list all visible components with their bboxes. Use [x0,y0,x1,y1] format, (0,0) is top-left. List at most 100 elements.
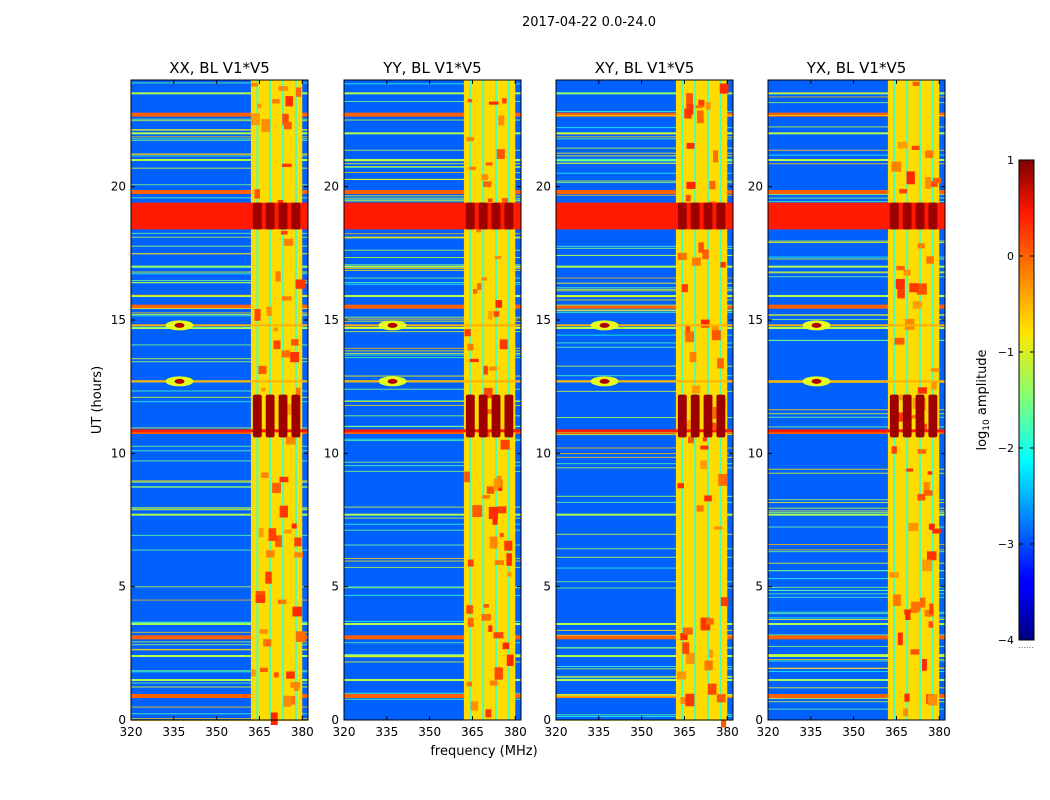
rfi-line [556,288,733,290]
rfi-patch [272,482,281,494]
strong-block [677,202,687,230]
rfi-patch [257,103,262,108]
rfi-line [344,388,521,390]
source-streak [344,324,521,327]
rfi-patch [682,642,690,654]
rfi-line [131,271,308,273]
rfi-patch [912,81,920,86]
rfi-patch [483,365,488,375]
rfi-line [131,718,308,720]
rfi-line [344,304,521,309]
source-streak [344,380,521,383]
rfi-line [768,272,945,274]
rfi-line [131,509,308,511]
rfi-patch [894,337,905,345]
strong-block [928,394,938,438]
rfi-patch [909,283,919,293]
rfi-patch [294,687,299,691]
rfi-patch [279,476,289,483]
panel-frame [767,79,946,721]
rfi-line [344,404,521,406]
rfi-line [556,495,733,497]
rfi-patch [470,701,478,711]
strong-band [556,202,733,230]
rfi-line [131,253,308,255]
rfi-patch [923,481,930,491]
rfi-patch [700,319,710,328]
rfi-line [131,621,308,623]
rfi-line [131,136,308,138]
rfi-line [556,342,733,344]
rfi-patch [893,594,901,606]
rfi-line [556,299,733,301]
y-tick-label: 15 [536,313,551,327]
rfi-line [131,713,308,715]
rfi-line [768,499,945,501]
rfi-line [344,267,521,269]
rfi-line [556,365,733,367]
panel-2: YY, BL V1*V5 320 335 350 365 380 0 5 10 15 20 [324,59,527,739]
rfi-line [344,320,521,322]
y-tick-label: 10 [536,446,551,460]
rfi-patch [895,278,905,290]
rfi-line [131,167,308,169]
rfi-line [768,670,945,672]
rfi-line [131,534,308,536]
rfi-patch [283,121,292,130]
rfi-line [131,92,308,95]
rfi-line [556,453,733,455]
rfi-line [556,647,733,649]
rfi-line [768,295,945,297]
rfi-patch [691,385,701,394]
rfi-line [556,513,733,516]
rfi-line [768,611,945,613]
panel-title: XY, BL V1*V5 [595,59,695,77]
rfi-patch [488,101,499,105]
rfi-patch [283,238,294,246]
rfi-line [768,327,945,329]
y-tick-label: 20 [748,180,763,194]
rfi-patch [294,552,303,558]
panel-title: YY, BL V1*V5 [382,59,481,77]
rfi-line [556,277,733,279]
y-tick-label: 10 [324,446,339,460]
rfi-line [556,715,733,717]
rfi-line [768,93,945,95]
rfi-patch [925,177,932,189]
rfi-patch [717,358,724,369]
rfi-line [768,512,945,514]
rfi-line [344,438,521,440]
panel-frame [343,79,522,721]
rfi-line [131,132,308,135]
rfi-patch [677,252,687,261]
colorbar-tick-label: 0 [1007,250,1014,263]
rfi-line [556,282,733,284]
rfi-line [131,450,308,452]
rfi-patch [506,654,514,666]
rfi-patch [258,365,267,375]
rfi-patch [483,604,489,608]
rfi-line [556,295,733,297]
rfi-line [131,344,308,346]
rfi-line [556,463,733,465]
rfi-line [768,701,945,703]
rfi-patch [719,83,729,94]
y-tick-label: 0 [543,713,551,727]
rfi-line [344,283,521,285]
rfi-line [344,167,521,169]
source-core [387,322,398,328]
rfi-line [768,694,945,698]
y-tick-label: 20 [536,180,551,194]
strong-block [889,394,899,438]
x-axis-label: frequency (MHz) [430,744,537,759]
rfi-patch [261,119,271,132]
rfi-line [556,456,733,458]
rfi-line [344,544,521,546]
rfi-patch [714,526,723,530]
rfi-line [556,247,733,249]
rfi-patch [911,145,920,150]
strong-block [690,202,700,230]
rfi-line [344,642,521,644]
y-tick-label: 20 [324,180,339,194]
rfi-patch [720,597,729,607]
